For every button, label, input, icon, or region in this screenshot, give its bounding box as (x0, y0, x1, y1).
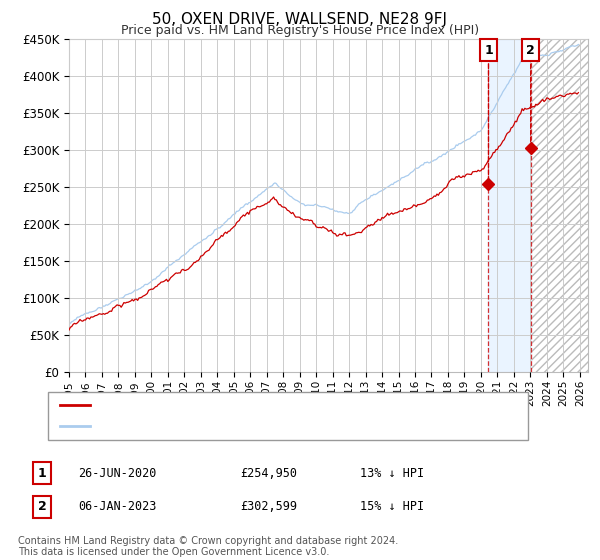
Text: 50, OXEN DRIVE, WALLSEND, NE28 9FJ (detached house): 50, OXEN DRIVE, WALLSEND, NE28 9FJ (deta… (96, 400, 413, 410)
Text: Price paid vs. HM Land Registry's House Price Index (HPI): Price paid vs. HM Land Registry's House … (121, 24, 479, 36)
Text: 1: 1 (484, 44, 493, 57)
Text: 2: 2 (38, 500, 46, 514)
Text: £254,950: £254,950 (240, 466, 297, 480)
Text: 26-JUN-2020: 26-JUN-2020 (78, 466, 157, 480)
Bar (530, 39, 588, 372)
Text: 50, OXEN DRIVE, WALLSEND, NE28 9FJ: 50, OXEN DRIVE, WALLSEND, NE28 9FJ (152, 12, 448, 27)
Text: 06-JAN-2023: 06-JAN-2023 (78, 500, 157, 514)
Text: 2: 2 (526, 44, 535, 57)
Text: 13% ↓ HPI: 13% ↓ HPI (360, 466, 424, 480)
Text: 15% ↓ HPI: 15% ↓ HPI (360, 500, 424, 514)
Text: Contains HM Land Registry data © Crown copyright and database right 2024.
This d: Contains HM Land Registry data © Crown c… (18, 535, 398, 557)
Text: £302,599: £302,599 (240, 500, 297, 514)
Bar (488, 39, 530, 372)
Text: 1: 1 (38, 466, 46, 480)
Text: HPI: Average price, detached house, North Tyneside: HPI: Average price, detached house, Nort… (96, 421, 386, 431)
